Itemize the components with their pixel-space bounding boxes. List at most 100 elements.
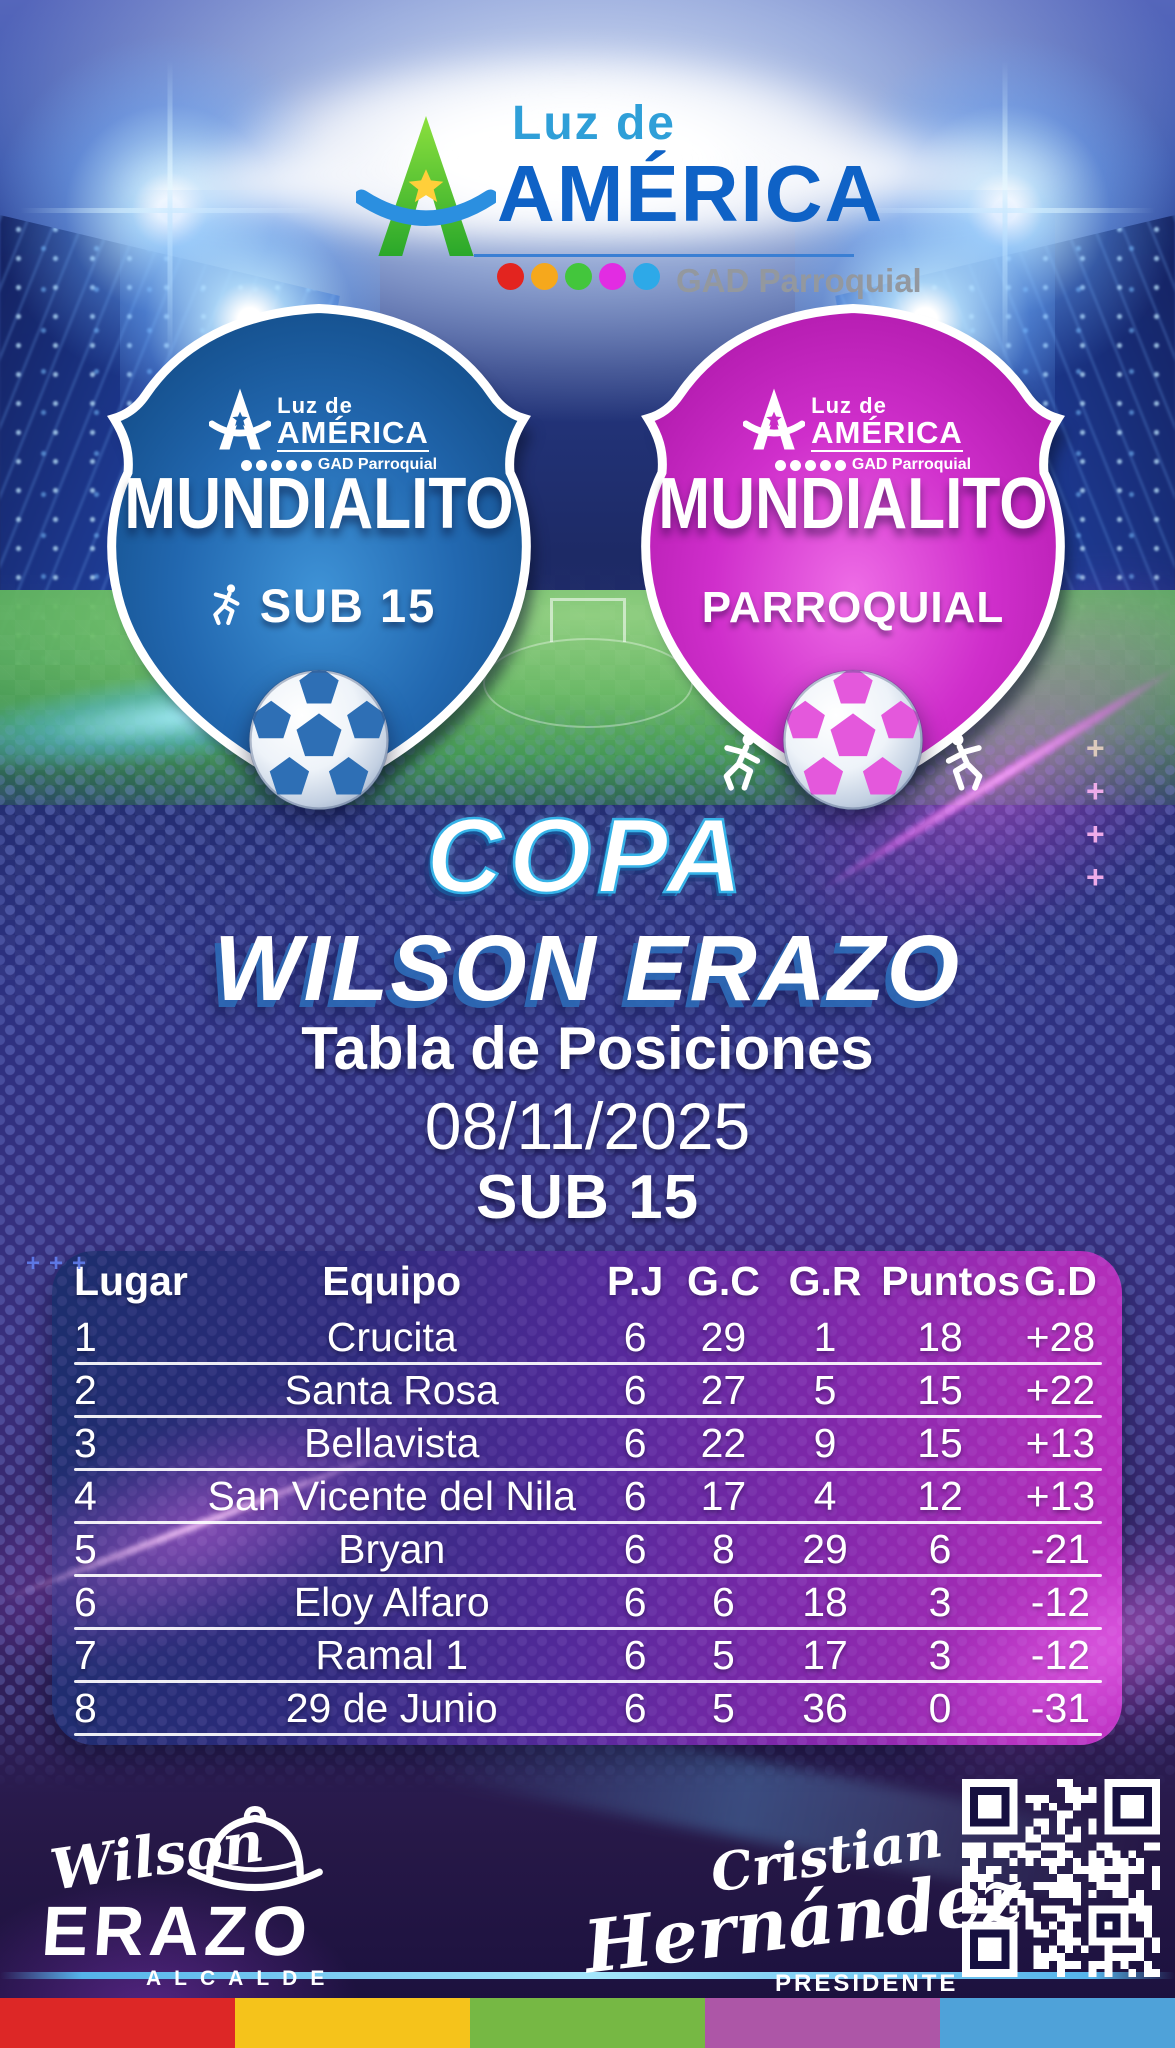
standings-row: 1 Crucita 6 29 1 18 +28 <box>52 1311 1122 1365</box>
standings-cell: 4 <box>74 1473 97 1519</box>
badge-subtitle: PARROQUIAL <box>701 583 1005 632</box>
qr-code <box>962 1779 1160 1977</box>
badge-title: MUNDIALITO <box>124 462 514 544</box>
standings-cell: 8 <box>712 1526 735 1572</box>
column-header: Lugar <box>74 1257 188 1304</box>
standings-row: 8 29 de Junio 6 5 36 0 -31 <box>52 1682 1122 1736</box>
standings-cell: 27 <box>700 1367 747 1413</box>
president-signature-block: Cristian Hernández PRESIDENTE <box>575 1808 1026 1997</box>
badge-mundialito-parroquial: Luz de AMÉRICA GAD Parroquial MUNDIALITO… <box>622 280 1084 825</box>
column-header: Equipo <box>322 1257 462 1304</box>
standings-cell: 17 <box>700 1473 747 1519</box>
standings-cell: 5 <box>712 1632 735 1678</box>
standings-row: 4 San Vicente del Nila 6 17 4 12 +13 <box>52 1470 1122 1524</box>
logo-a-star-icon <box>209 388 272 450</box>
row-separator <box>74 1415 1102 1418</box>
badge-logo-gad: GAD Parroquial <box>851 456 972 473</box>
row-separator <box>74 1680 1102 1683</box>
cup-name-title: WILSON ERAZO <box>213 916 962 1020</box>
mayor-role: ALCALDE <box>146 1967 338 1990</box>
standings-cell: 6 <box>623 1473 647 1519</box>
standings-cell: 7 <box>74 1632 97 1678</box>
standings-cell: Eloy Alfaro <box>293 1579 490 1625</box>
footer-color-strip <box>235 1998 470 2048</box>
category-text: SUB 15 <box>475 1163 700 1232</box>
standings-cell: 5 <box>712 1685 735 1731</box>
plus-decoration: + + + <box>26 1250 87 1277</box>
column-header: P.J <box>607 1257 664 1304</box>
runner-icon <box>212 583 240 625</box>
logo-dots <box>497 263 660 290</box>
badge-mundialito-sub15: Luz de AMÉRICA GAD Parroquial MUNDIALITO… <box>88 280 550 825</box>
row-separator <box>74 1574 1102 1577</box>
standings-cell: 6 <box>623 1314 647 1360</box>
standings-cell: 12 <box>917 1473 963 1519</box>
standings-cell: 17 <box>802 1632 848 1678</box>
row-separator <box>74 1627 1102 1630</box>
goal-frame <box>549 598 626 642</box>
luz-de-america-logo: Luz de AMÉRICA GAD Parroquial <box>0 0 1175 300</box>
standings-cell: -12 <box>1030 1632 1091 1678</box>
column-header: G.R <box>788 1257 862 1304</box>
standings-row: 7 Ramal 1 6 5 17 3 -12 <box>52 1629 1122 1683</box>
standings-cell: 3 <box>928 1579 952 1625</box>
hard-hat-icon <box>187 1805 323 1892</box>
standings-cell: 6 <box>623 1420 647 1466</box>
footer-color-strip <box>705 1998 940 2048</box>
mayor-signature-block: Wilson ERAZO ALCALDE <box>38 1805 368 1990</box>
standings-cell: -31 <box>1030 1685 1091 1731</box>
mayor-last-name: ERAZO <box>39 1892 315 1970</box>
row-separator <box>74 1362 1102 1365</box>
standings-cell: 22 <box>700 1420 747 1466</box>
soccer-ball-icon <box>248 669 390 811</box>
standings-cell: 6 <box>623 1685 647 1731</box>
standings-cell: 3 <box>928 1632 952 1678</box>
standings-row: 2 Santa Rosa 6 27 5 15 +22 <box>52 1364 1122 1418</box>
standings-table: Lugar Equipo P.J G.C G.R Puntos G.D 1 Crucita 6 2… <box>52 1251 1122 1745</box>
logo-luz-de: Luz de <box>512 97 676 150</box>
standings-cell: +13 <box>1025 1420 1096 1466</box>
standings-cell: -21 <box>1030 1526 1091 1572</box>
footer-color-strip <box>940 1998 1175 2048</box>
standings-cell: 1 <box>813 1314 837 1360</box>
standings-cell: 3 <box>74 1420 97 1466</box>
row-separator <box>74 1521 1102 1524</box>
standings-cell: -12 <box>1030 1579 1091 1625</box>
logo-a-star-icon <box>356 116 496 256</box>
standings-cell: 6 <box>928 1526 952 1572</box>
standings-cell: +28 <box>1025 1314 1096 1360</box>
footer-color-strips <box>0 1998 1175 2048</box>
standings-cell: Bryan <box>338 1526 446 1572</box>
logo-america: AMÉRICA <box>497 149 885 238</box>
standings-cell: Ramal 1 <box>315 1632 469 1678</box>
standings-cell: 1 <box>74 1314 97 1360</box>
badge-subtitle: SUB 15 <box>259 579 437 632</box>
logo-underline <box>474 254 854 257</box>
badge-logo-gad: GAD Parroquial <box>317 456 438 473</box>
badge-logo-america: AMÉRICA <box>277 415 429 452</box>
standings-cell: 29 <box>700 1314 747 1360</box>
standings-cell: 0 <box>928 1685 952 1731</box>
runner-icon <box>723 733 761 791</box>
badge-logo-dots <box>240 459 312 471</box>
standings-cell: San Vicente del Nila <box>207 1473 576 1519</box>
standings-cell: 8 <box>74 1685 97 1731</box>
standings-cell: 18 <box>802 1579 848 1625</box>
standings-cell: 4 <box>813 1473 837 1519</box>
row-separator <box>74 1733 1102 1736</box>
row-separator <box>74 1468 1102 1471</box>
standings-row: 6 Eloy Alfaro 6 6 18 3 -12 <box>52 1576 1122 1630</box>
column-header: G.D <box>1023 1257 1097 1304</box>
president-role: PRESIDENTE <box>775 1970 959 1997</box>
standings-cell: 6 <box>74 1579 97 1625</box>
standings-row: 5 Bryan 6 8 29 6 -21 <box>52 1523 1122 1577</box>
soccer-ball-icon <box>782 669 924 811</box>
standings-cell: +22 <box>1025 1367 1096 1413</box>
logo-a-star-icon <box>743 388 806 450</box>
standings-cell: 6 <box>623 1367 647 1413</box>
date-text: 08/11/2025 <box>424 1089 751 1163</box>
badge-logo-dots <box>774 459 846 471</box>
footer-color-strip <box>470 1998 705 2048</box>
standings-cell: Bellavista <box>303 1420 480 1466</box>
